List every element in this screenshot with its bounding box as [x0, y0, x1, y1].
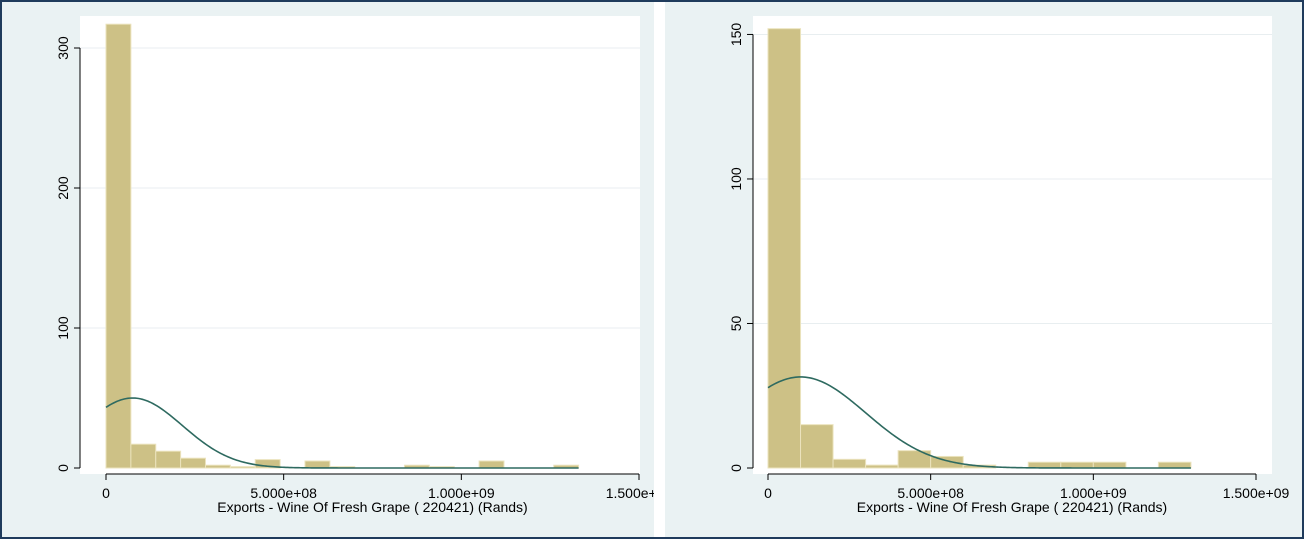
histogram-bar: [767, 28, 802, 469]
histogram-chart-left: 0 100 200 300 0 5.000e+08 1.000e+09 1.500e+09 Ex…: [2, 2, 654, 537]
y-tick-label: 300: [55, 36, 71, 60]
x-tick-label: 1.500e+09: [606, 485, 654, 501]
histogram-bar: [800, 424, 834, 469]
histogram-panel-left: 0 100 200 300 0 5.000e+08 1.000e+09 1.500e+09 Ex…: [2, 2, 654, 537]
histogram-bar: [304, 460, 331, 469]
histogram-bar: [1157, 461, 1192, 469]
y-tick-label: 50: [728, 315, 744, 331]
plot-area: [753, 16, 1272, 474]
histogram-bar: [105, 23, 132, 469]
histogram-bar: [130, 443, 157, 469]
histogram-bar: [865, 464, 899, 469]
y-tick-label: 150: [728, 23, 744, 47]
x-tick-label: 5.000e+08: [897, 485, 964, 501]
histogram-bar: [1060, 461, 1094, 469]
histogram-bar: [832, 458, 867, 469]
histogram-bar: [155, 450, 182, 469]
histogram-bar: [180, 457, 206, 469]
y-tick-label: 200: [55, 176, 71, 200]
y-tick-label: 0: [55, 464, 71, 472]
histogram-chart-right: 0 50 100 150 0 5.000e+08 1.000e+09 1.500e+09 Exp…: [665, 2, 1302, 537]
y-tick-label: 100: [55, 316, 71, 340]
histogram-bar: [204, 464, 231, 469]
x-tick-label: 0: [764, 485, 772, 501]
histogram-bar: [930, 455, 964, 469]
histogram-panel-right: 0 50 100 150 0 5.000e+08 1.000e+09 1.500e+09 Exp…: [665, 2, 1302, 537]
normal-density-curve: [105, 397, 579, 469]
histogram-bar: [229, 466, 256, 469]
y-tick-label: 100: [728, 167, 744, 191]
x-tick-label: 1.000e+09: [1060, 485, 1127, 501]
x-tick-label: 1.500e+09: [1223, 485, 1290, 501]
x-axis-title: Exports - Wine Of Fresh Grape ( 220421) …: [217, 499, 527, 515]
plot-area: [80, 16, 640, 474]
x-tick-label: 0: [102, 485, 110, 501]
histogram-bar: [1092, 461, 1127, 469]
x-axis-title: Exports - Wine Of Fresh Grape ( 220421) …: [857, 499, 1167, 515]
x-tick-label: 5.000e+08: [250, 485, 317, 501]
y-tick-label: 0: [728, 464, 744, 472]
normal-density-curve: [767, 376, 1191, 469]
histogram-bar: [254, 459, 281, 469]
x-tick-label: 1.000e+09: [428, 485, 495, 501]
histogram-bar: [478, 460, 505, 469]
